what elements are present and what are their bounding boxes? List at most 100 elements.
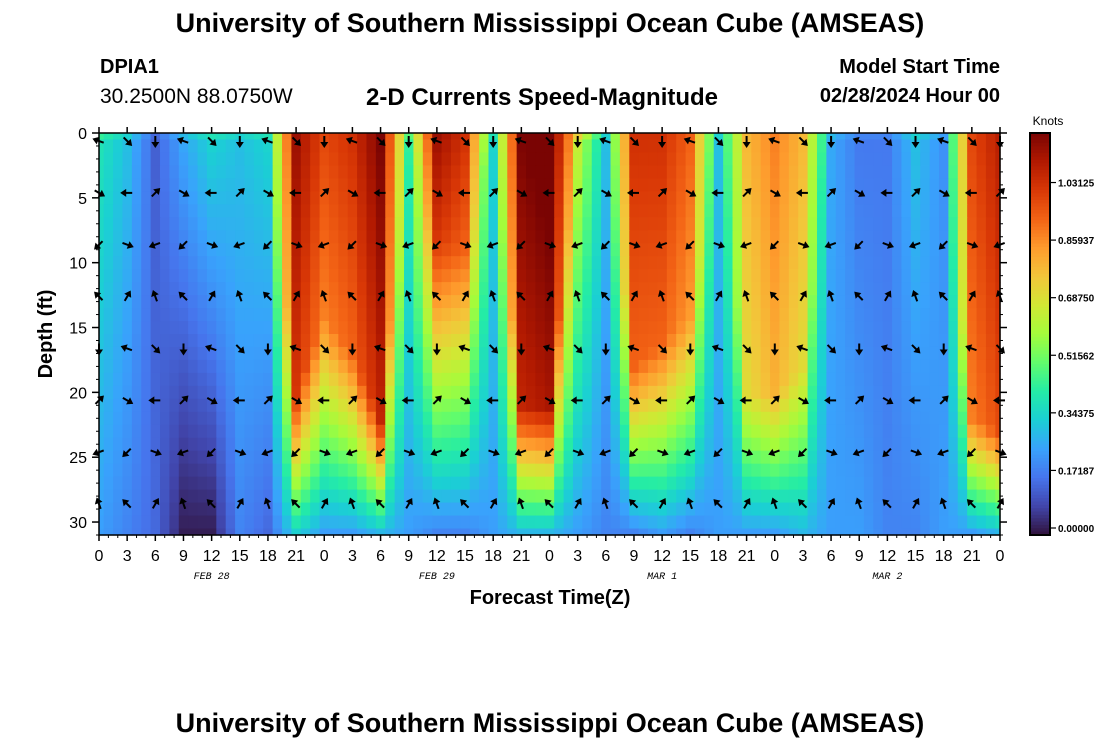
- colorbar-segment: [1030, 468, 1050, 472]
- heatmap-cell: [319, 359, 330, 374]
- heatmap-cell: [854, 230, 865, 244]
- heatmap-cell: [798, 204, 809, 218]
- heatmap-cell: [432, 256, 443, 270]
- heatmap-cell: [920, 204, 931, 218]
- heatmap-cell: [169, 256, 180, 270]
- current-arrow: [458, 344, 471, 352]
- heatmap-cell: [601, 502, 612, 517]
- heatmap-cell: [375, 528, 386, 536]
- y-tick-label: 0: [78, 126, 87, 143]
- heatmap-cell: [225, 489, 236, 504]
- heatmap-cell: [694, 424, 705, 439]
- heatmap-cell: [854, 295, 865, 309]
- heatmap-cell: [253, 411, 264, 426]
- heatmap-cell: [676, 476, 687, 491]
- colorbar-segment: [1030, 203, 1050, 208]
- heatmap-cell: [601, 204, 612, 218]
- heatmap-cell: [741, 398, 752, 413]
- heatmap-cell: [413, 450, 424, 465]
- heatmap-cell: [404, 502, 415, 517]
- heatmap-cell: [582, 152, 593, 167]
- heatmap-cell: [901, 191, 912, 205]
- heatmap-cell: [375, 308, 386, 322]
- current-arrow: [799, 290, 807, 302]
- heatmap-cell: [357, 191, 368, 205]
- current-arrow: [882, 241, 894, 249]
- current-arrow: [431, 240, 442, 250]
- heatmap-cell: [572, 437, 583, 452]
- heatmap-cell: [957, 489, 968, 504]
- heatmap-cell: [131, 502, 142, 517]
- heatmap-cell: [788, 204, 799, 218]
- heatmap-cell: [713, 152, 724, 167]
- heatmap-cell: [976, 334, 987, 348]
- heatmap-cell: [244, 230, 255, 244]
- heatmap-cell: [704, 152, 715, 167]
- heatmap-cell: [835, 463, 846, 478]
- current-arrow: [289, 188, 302, 197]
- heatmap-cell: [460, 334, 471, 348]
- current-arrow: [573, 136, 582, 148]
- heatmap-cell: [385, 178, 396, 192]
- heatmap-cell: [338, 269, 349, 283]
- heatmap-cell: [751, 133, 762, 141]
- heatmap-cell: [629, 463, 640, 478]
- heatmap-cell: [103, 321, 114, 335]
- colorbar-segment: [1030, 270, 1050, 275]
- heatmap-cell: [235, 295, 246, 309]
- heatmap-cell: [704, 489, 715, 504]
- heatmap-cell: [610, 308, 621, 322]
- heatmap-cell: [441, 204, 452, 218]
- current-arrow: [937, 448, 949, 457]
- current-arrow: [432, 343, 441, 356]
- heatmap-cell: [160, 152, 170, 167]
- heatmap-cell: [394, 398, 405, 413]
- heatmap-cell: [188, 321, 199, 335]
- heatmap-cell: [985, 515, 996, 530]
- heatmap-cell: [967, 321, 978, 335]
- heatmap-cell: [835, 450, 846, 465]
- heatmap-cell: [526, 256, 537, 270]
- current-arrow: [854, 189, 866, 197]
- heatmap-cell: [375, 204, 386, 218]
- heatmap-cell: [310, 463, 321, 478]
- heatmap-cell: [99, 282, 105, 296]
- heatmap-cell: [741, 165, 752, 179]
- heatmap-cell: [310, 139, 321, 154]
- current-arrow: [937, 136, 949, 145]
- heatmap-cell: [150, 359, 161, 374]
- heatmap-cell: [901, 463, 912, 478]
- heatmap-cell: [995, 204, 1001, 218]
- heatmap-cell: [901, 178, 912, 192]
- heatmap-cell: [938, 437, 949, 452]
- heatmap-cell: [432, 411, 443, 426]
- heatmap-cell: [582, 243, 593, 257]
- heatmap-cell: [563, 528, 574, 536]
- colorbar-segment: [1030, 350, 1050, 355]
- heatmap-cell: [178, 139, 189, 154]
- heatmap-cell: [648, 346, 659, 361]
- heatmap-cell: [450, 321, 461, 335]
- heatmap-cell: [450, 243, 461, 257]
- heatmap-cell: [582, 463, 593, 478]
- heatmap-cell: [666, 230, 677, 244]
- heatmap-cell: [122, 398, 133, 413]
- colorbar-segment: [1030, 186, 1050, 191]
- heatmap-cell: [328, 243, 339, 257]
- heatmap-cell: [432, 165, 443, 179]
- heatmap-cell: [685, 489, 696, 504]
- current-arrow: [966, 447, 977, 458]
- heatmap-cell: [178, 385, 189, 400]
- heatmap-cell: [319, 295, 330, 309]
- heatmap-cell: [910, 191, 921, 205]
- current-arrow: [261, 136, 273, 145]
- heatmap-cell: [432, 152, 443, 167]
- heatmap-cell: [235, 230, 246, 244]
- current-arrow: [431, 291, 442, 301]
- heatmap-cell: [554, 308, 565, 322]
- heatmap-cell: [450, 359, 461, 374]
- heatmap-cell: [770, 133, 781, 141]
- heatmap-cell: [206, 308, 217, 322]
- heatmap-cell: [882, 489, 893, 504]
- heatmap-cell: [141, 411, 152, 426]
